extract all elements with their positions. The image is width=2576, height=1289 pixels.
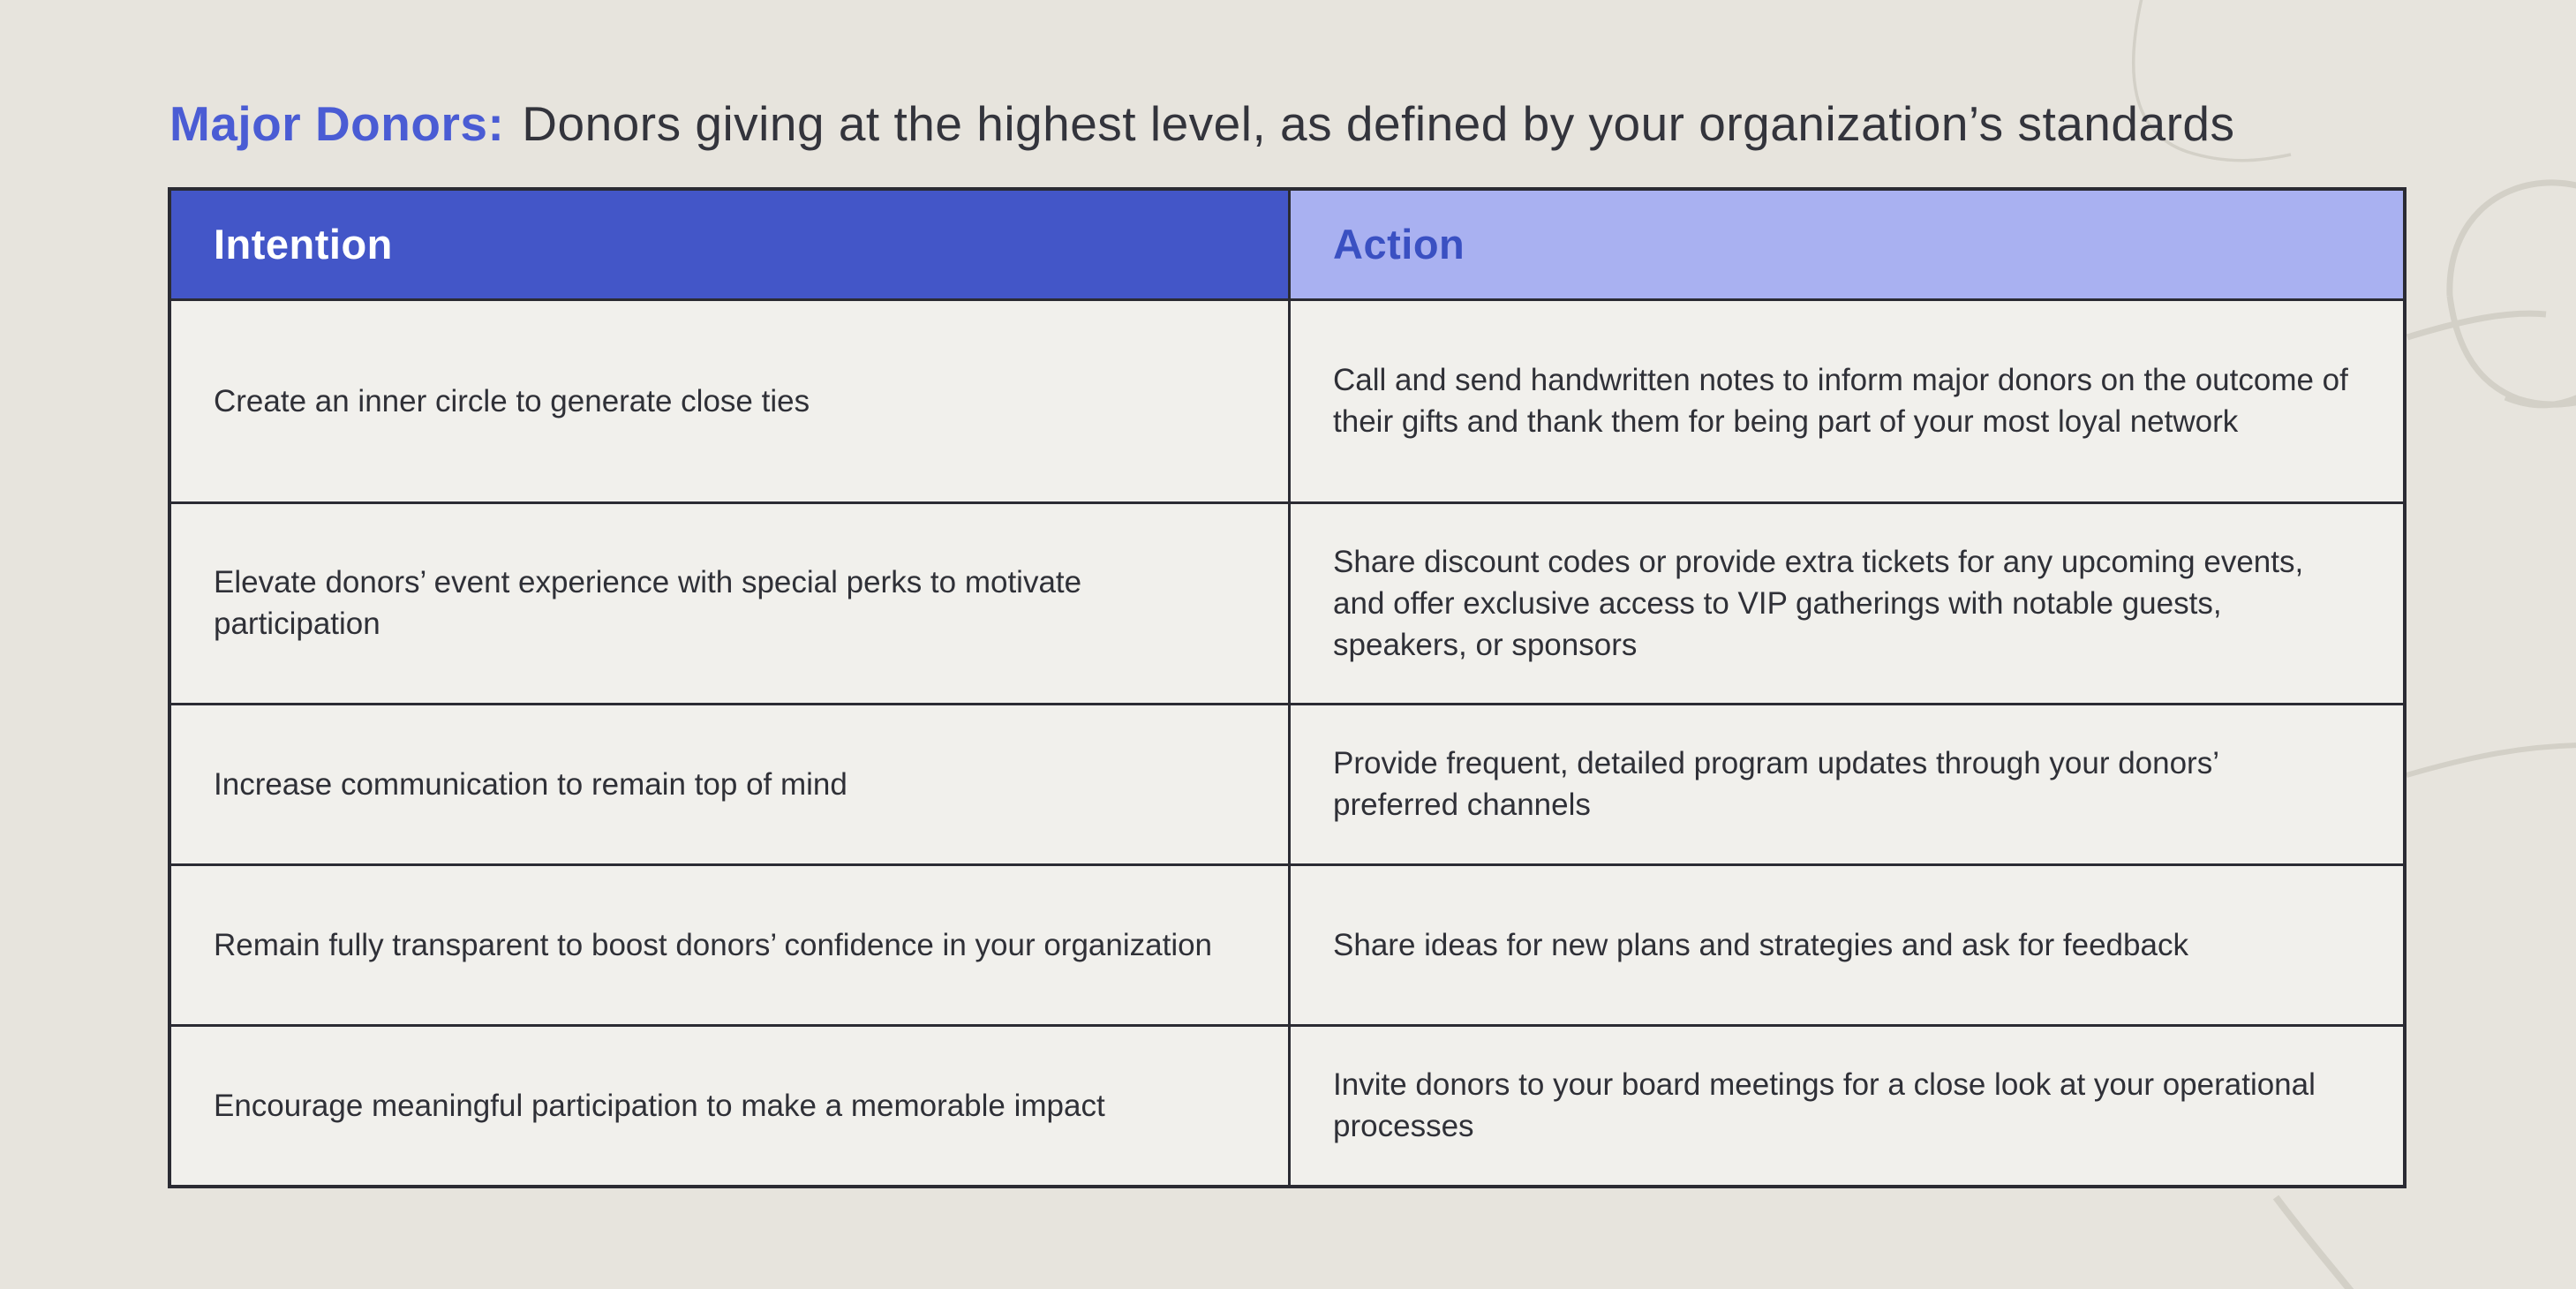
action-cell: Call and send handwritten notes to infor… xyxy=(1288,298,2407,504)
header-row: Intention Action xyxy=(168,187,2407,301)
decor-curve-bottom xyxy=(2272,1195,2354,1289)
table-row: Create an inner circle to generate close… xyxy=(168,298,2407,504)
title-term: Major Donors: xyxy=(169,96,505,151)
intention-cell: Encourage meaningful participation to ma… xyxy=(168,1023,1292,1188)
table-row: Increase communication to remain top of … xyxy=(168,702,2407,866)
decor-arc-right xyxy=(2406,742,2576,778)
action-cell: Invite donors to your board meetings for… xyxy=(1288,1023,2407,1188)
action-cell: Provide frequent, detailed program updat… xyxy=(1288,702,2407,866)
intention-cell: Remain fully transparent to boost donors… xyxy=(168,863,1292,1027)
page-title: Major Donors: Donors giving at the highes… xyxy=(169,95,2234,152)
column-header-action: Action xyxy=(1288,187,2407,301)
decor-loop xyxy=(2446,179,2576,408)
intention-cell: Elevate donors’ event experience with sp… xyxy=(168,501,1292,705)
intention-action-table: Intention Action Create an inner circle … xyxy=(168,187,2407,1188)
table-row: Remain fully transparent to boost donors… xyxy=(168,863,2407,1027)
table-row: Elevate donors’ event experience with sp… xyxy=(168,501,2407,705)
intention-cell: Create an inner circle to generate close… xyxy=(168,298,1292,504)
action-cell: Share discount codes or provide extra ti… xyxy=(1288,501,2407,705)
decor-loop-tail xyxy=(2504,394,2576,409)
decor-loop-entry xyxy=(2406,310,2547,341)
intention-cell: Increase communication to remain top of … xyxy=(168,702,1292,866)
column-header-intention: Intention xyxy=(168,187,1292,301)
title-definition: Donors giving at the highest level, as d… xyxy=(522,96,2235,151)
table-row: Encourage meaningful participation to ma… xyxy=(168,1023,2407,1188)
action-cell: Share ideas for new plans and strategies… xyxy=(1288,863,2407,1027)
